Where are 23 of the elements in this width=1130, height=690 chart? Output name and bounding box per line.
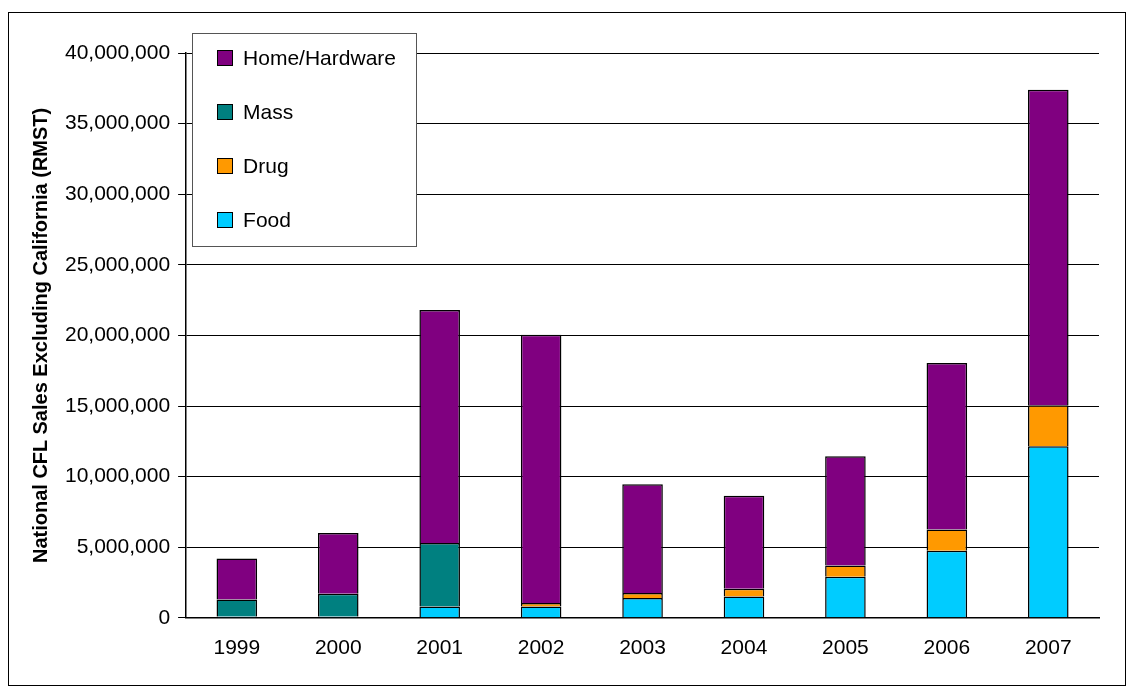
y-tick-label: 0 — [158, 604, 171, 628]
x-tick-label: 2004 — [720, 635, 768, 659]
y-tick-label: 40,000,000 — [64, 39, 171, 63]
y-tick-label: 10,000,000 — [64, 463, 171, 487]
legend-label: Food — [243, 208, 291, 232]
y-tick-label: 25,000,000 — [64, 251, 171, 275]
legend-label: Drug — [243, 154, 289, 178]
x-tick-label: 2005 — [822, 635, 869, 659]
x-tick-label: 2003 — [619, 635, 666, 659]
legend-label: Home/Hardware — [243, 46, 396, 70]
x-tick-label: 2001 — [416, 635, 464, 659]
x-tick-label: 2002 — [517, 635, 565, 659]
y-tick-label: 15,000,000 — [64, 392, 171, 416]
x-tick-label: 1999 — [213, 635, 261, 659]
legend-label: Mass — [243, 100, 294, 124]
x-tick-label: 2007 — [1024, 635, 1072, 659]
x-tick-label: 2000 — [314, 635, 362, 659]
y-tick-label: 20,000,000 — [64, 322, 171, 346]
y-tick-label: 5,000,000 — [76, 534, 171, 557]
x-tick-label: 2006 — [923, 635, 971, 659]
y-axis-title: National CFL Sales Excluding California (RMST) — [28, 107, 51, 564]
y-tick-label: 30,000,000 — [64, 181, 171, 204]
y-tick-label: 35,000,000 — [64, 110, 171, 134]
